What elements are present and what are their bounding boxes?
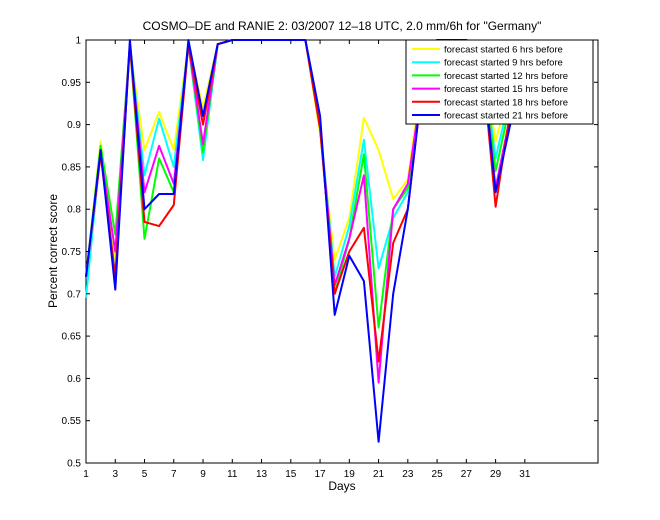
- y-tick-label: 0.85: [62, 162, 82, 173]
- legend-label-6: forecast started 21 hrs before: [444, 111, 568, 122]
- y-tick-label: 0.5: [67, 459, 81, 470]
- legend-label-2: forecast started 9 hrs before: [444, 58, 563, 69]
- y-tick-label: 0.95: [62, 78, 82, 89]
- x-tick-label: 31: [519, 469, 531, 480]
- legend-label-5: forecast started 18 hrs before: [444, 97, 568, 108]
- y-tick-label: 0.55: [62, 416, 82, 427]
- y-tick-label: 0.6: [67, 374, 81, 385]
- y-tick-label: 0.65: [62, 332, 82, 343]
- y-tick-label: 0.7: [67, 289, 81, 300]
- y-axis-label: Percent correct score: [46, 194, 60, 308]
- x-tick-label: 19: [344, 469, 356, 480]
- chart-title: COSMO–DE and RANIE 2: 03/2007 12–18 UTC,…: [143, 19, 542, 33]
- x-tick-label: 17: [314, 469, 326, 480]
- x-tick-label: 29: [490, 469, 502, 480]
- legend-label-4: forecast started 15 hrs before: [444, 84, 568, 95]
- x-tick-label: 25: [432, 469, 444, 480]
- x-tick-label: 1: [83, 469, 89, 480]
- y-tick-label: 1: [75, 36, 81, 47]
- legend-label-3: forecast started 12 hrs before: [444, 71, 568, 82]
- x-axis-label: Days: [328, 479, 355, 493]
- x-tick-label: 27: [461, 469, 473, 480]
- x-tick-label: 7: [171, 469, 177, 480]
- legend-box: [405, 39, 594, 125]
- legend: forecast started 6 hrs before forecast st…: [405, 39, 594, 125]
- y-tick-label: 0.75: [62, 247, 82, 258]
- x-tick-label: 5: [142, 469, 148, 480]
- x-tick-label: 11: [227, 469, 238, 480]
- x-tick-label: 9: [200, 469, 206, 480]
- x-tick-label: 23: [402, 469, 414, 480]
- legend-label-1: forecast started 6 hrs before: [444, 45, 563, 56]
- x-tick-label: 21: [373, 469, 385, 480]
- y-tick-label: 0.9: [67, 120, 81, 131]
- ticks-layer: 1 3 5 7 9 11 13 15 17 19 21 23 25 27 29 310.50.550.60.6…: [62, 36, 598, 480]
- x-tick-label: 13: [256, 469, 268, 480]
- x-tick-label: 3: [112, 469, 118, 480]
- x-tick-label: 15: [285, 469, 297, 480]
- y-tick-label: 0.8: [67, 205, 81, 216]
